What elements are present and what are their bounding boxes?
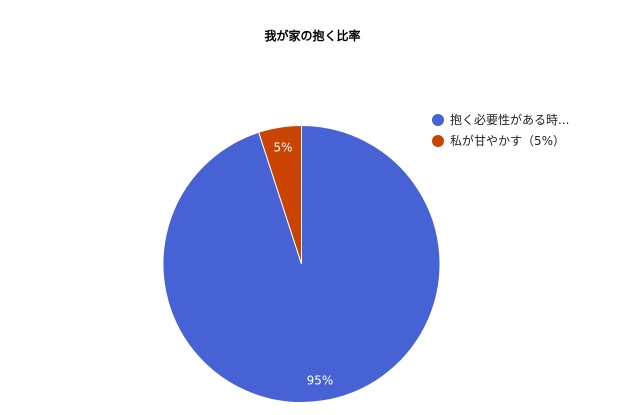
legend-marker <box>432 134 444 147</box>
legend-label: 私が甘やかす（5%） <box>450 134 566 148</box>
slice-label: 5% <box>274 141 293 155</box>
legend-label: 抱く必要性がある時... <box>450 113 570 127</box>
legend-item-0[interactable]: 抱く必要性がある時... <box>432 111 569 128</box>
legend-item-1[interactable]: 私が甘やかす（5%） <box>432 132 565 149</box>
slice-label: 95% <box>307 373 334 387</box>
legend-marker <box>432 113 444 126</box>
chart-title: 我が家の抱く比率 <box>264 29 361 43</box>
pie-slice[interactable] <box>258 124 302 265</box>
